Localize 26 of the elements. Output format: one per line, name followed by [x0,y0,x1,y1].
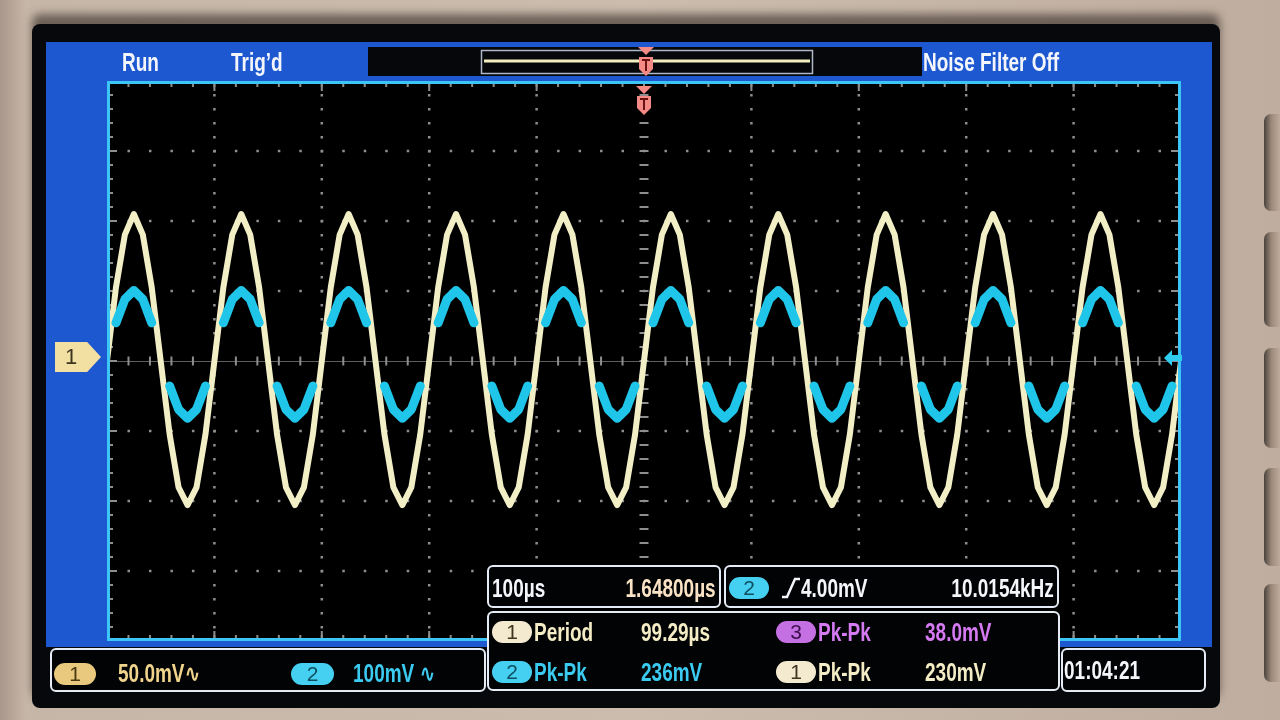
text: Pk-Pk [534,658,587,686]
text: 3 [776,620,816,643]
text: Trig’d [231,48,283,76]
text: Pk-Pk [818,618,871,646]
text: 230mV [925,658,987,686]
text: 50.0mV∿ [118,659,201,687]
text: 1.64800µs [625,574,716,602]
text: 2 [729,576,769,599]
text: 10.0154kHz [951,574,1054,602]
text: 2 [291,662,334,685]
text: 100µs [492,574,546,602]
text: Period [534,618,594,646]
text: 1 [492,620,532,643]
text: 4.00mV [801,574,868,602]
text: 99.29µs [641,618,711,646]
text: Run [122,48,159,76]
text: Noise Filter Off [923,48,1060,76]
text: 01:04:21 [1064,656,1141,684]
text: 38.0mV [925,618,992,646]
text: 1 [55,342,101,372]
text: 1 [54,662,96,685]
text: 1 [776,660,816,683]
text: 236mV [641,658,703,686]
text: 100mV ∿ [353,659,436,687]
text: Pk-Pk [818,658,871,686]
text: 2 [492,660,532,683]
